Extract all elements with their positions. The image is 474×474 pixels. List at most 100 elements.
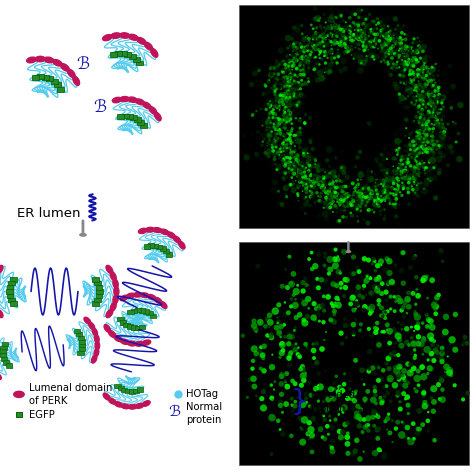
Point [380,37,387,45]
Point [421,53,428,61]
Point [390,178,398,186]
Point [302,395,310,402]
Point [435,91,443,98]
Point [356,197,363,205]
Point [314,41,321,48]
Ellipse shape [167,232,175,238]
Point [316,69,323,77]
Point [287,113,294,120]
Point [379,40,386,47]
Point [355,27,362,34]
Ellipse shape [94,335,99,343]
Point [288,432,295,440]
Point [425,100,433,108]
Point [394,30,401,38]
Point [350,186,358,193]
Point [305,296,312,303]
Point [282,160,289,167]
Point [396,34,404,41]
Point [278,128,285,135]
Point [326,191,334,199]
Point [308,182,315,190]
Point [302,173,310,181]
Point [392,52,400,60]
Point [326,146,333,154]
Point [322,190,329,198]
Point [400,185,407,192]
Point [335,172,342,180]
Point [283,111,291,118]
Point [338,48,346,56]
Point [303,47,311,55]
Point [354,187,362,194]
Point [296,178,304,186]
Point [419,186,426,194]
Point [301,171,309,178]
Point [377,27,385,34]
Point [262,323,269,330]
Point [402,87,410,94]
Point [411,307,419,315]
Point [326,181,333,188]
Point [348,51,356,59]
Bar [46,76,54,82]
Point [418,93,425,101]
Point [426,90,433,97]
Point [289,157,296,164]
Point [298,178,305,186]
Point [427,76,435,83]
Point [265,131,273,139]
Point [416,110,424,118]
Point [285,107,292,114]
Point [419,115,427,123]
Point [411,99,419,106]
Point [297,365,304,373]
Point [286,333,293,340]
Point [317,75,325,82]
Point [419,78,426,85]
Point [306,187,314,195]
Point [276,79,284,86]
Point [339,192,346,200]
Point [422,57,429,64]
Bar [136,61,143,65]
Point [306,157,313,164]
Point [416,425,423,433]
Point [355,21,362,29]
Point [319,35,326,42]
Point [352,22,360,30]
Point [336,202,344,210]
Point [264,100,272,108]
Point [417,55,424,62]
Point [322,277,329,284]
Point [359,41,367,49]
Point [282,155,289,163]
Bar [140,123,147,128]
Point [424,137,432,145]
Point [400,61,408,68]
Point [397,55,404,63]
Point [339,59,347,66]
Point [367,41,375,48]
Point [368,198,376,205]
Point [305,78,312,85]
Point [401,55,408,63]
Point [411,189,419,197]
Point [398,267,405,274]
Point [425,316,432,324]
Point [284,284,292,292]
Point [328,424,336,431]
Point [273,125,281,132]
Point [273,166,281,173]
Point [295,344,302,351]
Point [380,366,387,374]
Point [290,178,297,185]
Point [369,48,377,55]
Point [328,191,336,199]
Point [356,326,364,333]
Point [338,193,346,201]
Point [419,85,427,93]
Point [328,196,335,204]
Point [297,59,304,66]
Point [288,139,295,146]
